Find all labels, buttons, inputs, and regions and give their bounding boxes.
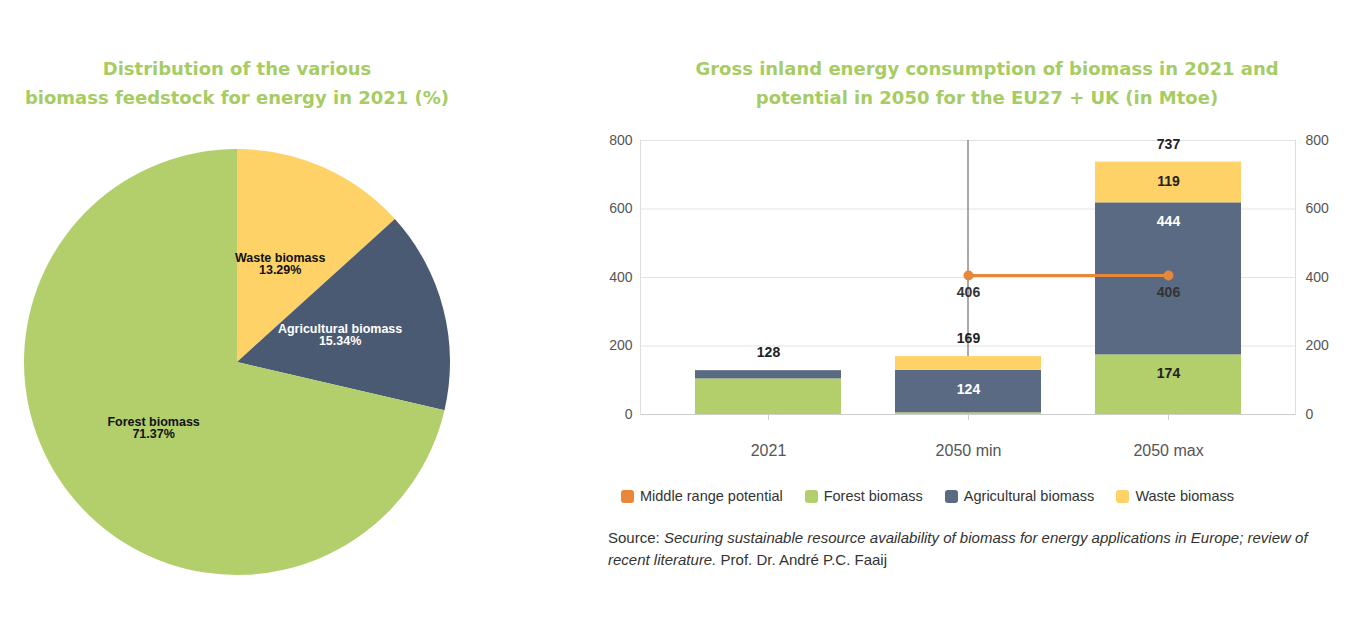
svg-text:444: 444 (1157, 213, 1181, 229)
svg-text:200: 200 (1306, 337, 1330, 353)
svg-text:Forest biomass71.37%: Forest biomass71.37% (107, 415, 199, 441)
svg-text:737: 737 (1157, 136, 1181, 152)
svg-text:600: 600 (609, 200, 633, 216)
svg-text:600: 600 (1306, 200, 1330, 216)
svg-text:119: 119 (1157, 173, 1180, 189)
svg-text:800: 800 (609, 132, 633, 148)
svg-text:406: 406 (957, 284, 981, 300)
svg-text:124: 124 (957, 381, 981, 397)
html-text:Waste biomass: Waste biomass (1135, 488, 1234, 504)
svg-text:Agricultural biomass15.34%: Agricultural biomass15.34% (278, 322, 402, 348)
svg-text:400: 400 (1306, 269, 1330, 285)
svg-text:0: 0 (1306, 406, 1314, 422)
svg-text:Waste biomass13.29%: Waste biomass13.29% (235, 251, 326, 277)
html-text:Source: Securing sustainable r: Source: Securing sustainable resource av… (608, 529, 1308, 568)
html-text:Agricultural biomass: Agricultural biomass (963, 488, 1095, 504)
html-text:Gross inland energy consumptio: Gross inland energy consumption of bioma… (695, 58, 1279, 108)
svg-text:200: 200 (609, 337, 633, 353)
html-text:Forest biomass: Forest biomass (823, 488, 923, 504)
svg-text:128: 128 (757, 344, 781, 360)
svg-text:169: 169 (957, 330, 981, 346)
svg-text:2050 max: 2050 max (1133, 442, 1203, 459)
svg-text:800: 800 (1306, 132, 1330, 148)
svg-text:2050 min: 2050 min (936, 442, 1002, 459)
svg-text:174: 174 (1157, 365, 1181, 381)
html-text:Distribution of the various bi: Distribution of the various biomass feed… (24, 58, 450, 108)
svg-text:406: 406 (1157, 284, 1181, 300)
svg-text:0: 0 (625, 406, 633, 422)
svg-text:400: 400 (609, 269, 633, 285)
svg-text:2021: 2021 (751, 442, 787, 459)
html-text:Middle range potential: Middle range potential (640, 488, 783, 504)
